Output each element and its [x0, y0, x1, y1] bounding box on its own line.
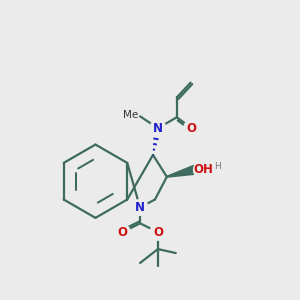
- Text: O: O: [187, 122, 196, 135]
- Text: H: H: [214, 162, 221, 171]
- Text: N: N: [135, 201, 145, 214]
- Text: O: O: [153, 226, 163, 239]
- Text: O: O: [117, 226, 127, 239]
- Circle shape: [184, 120, 200, 136]
- Circle shape: [132, 200, 148, 215]
- Circle shape: [114, 224, 130, 240]
- Polygon shape: [167, 166, 196, 177]
- Text: N: N: [153, 122, 163, 135]
- Text: OH: OH: [194, 163, 213, 176]
- Text: Me: Me: [123, 110, 138, 120]
- Circle shape: [194, 160, 213, 180]
- Circle shape: [150, 120, 166, 136]
- Circle shape: [150, 224, 166, 240]
